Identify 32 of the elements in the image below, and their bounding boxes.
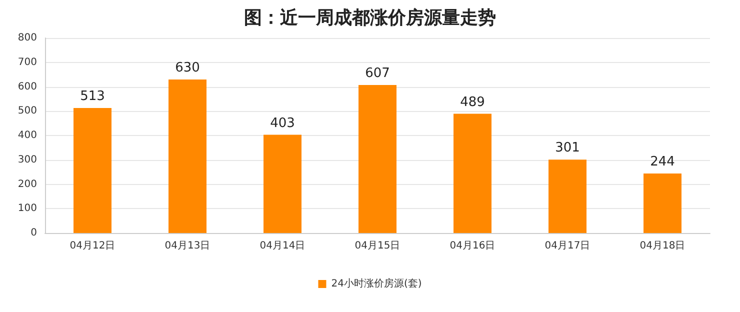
x-tick-label: 04月16日 [450, 240, 496, 252]
x-tick-label: 04月15日 [354, 240, 400, 252]
y-tick-label: 800 [18, 32, 37, 44]
x-tick-label: 04月14日 [260, 240, 306, 252]
x-tick-label: 04月12日 [70, 240, 116, 252]
y-tick-label: 500 [18, 106, 37, 117]
data-label: 607 [365, 66, 390, 82]
y-tick-label: 300 [18, 154, 37, 166]
chart-title: 图：近一周成都涨价房源量走势 [244, 8, 496, 28]
data-label: 513 [80, 88, 105, 104]
bar [264, 134, 302, 233]
bar [74, 108, 112, 233]
bar [548, 160, 586, 233]
y-tick-label: 100 [18, 203, 37, 214]
data-label: 301 [555, 140, 580, 156]
x-tick-label: 04月17日 [544, 240, 590, 252]
y-tick-label: 600 [18, 81, 37, 92]
bar [358, 85, 396, 233]
data-label: 403 [270, 116, 295, 131]
y-tick-label: 200 [18, 178, 37, 190]
data-label: 489 [460, 94, 485, 110]
data-label: 244 [650, 154, 675, 170]
bar [168, 79, 206, 233]
bar [454, 114, 492, 233]
data-label: 630 [175, 60, 200, 76]
x-tick-label: 04月18日 [640, 240, 686, 252]
y-tick-label: 400 [18, 130, 37, 141]
legend-label: 24小时涨价房源(套) [331, 278, 422, 290]
y-tick-label: 0 [30, 228, 37, 238]
bar [644, 174, 682, 233]
x-tick-label: 04月13日 [164, 240, 210, 252]
y-tick-label: 700 [18, 56, 37, 68]
